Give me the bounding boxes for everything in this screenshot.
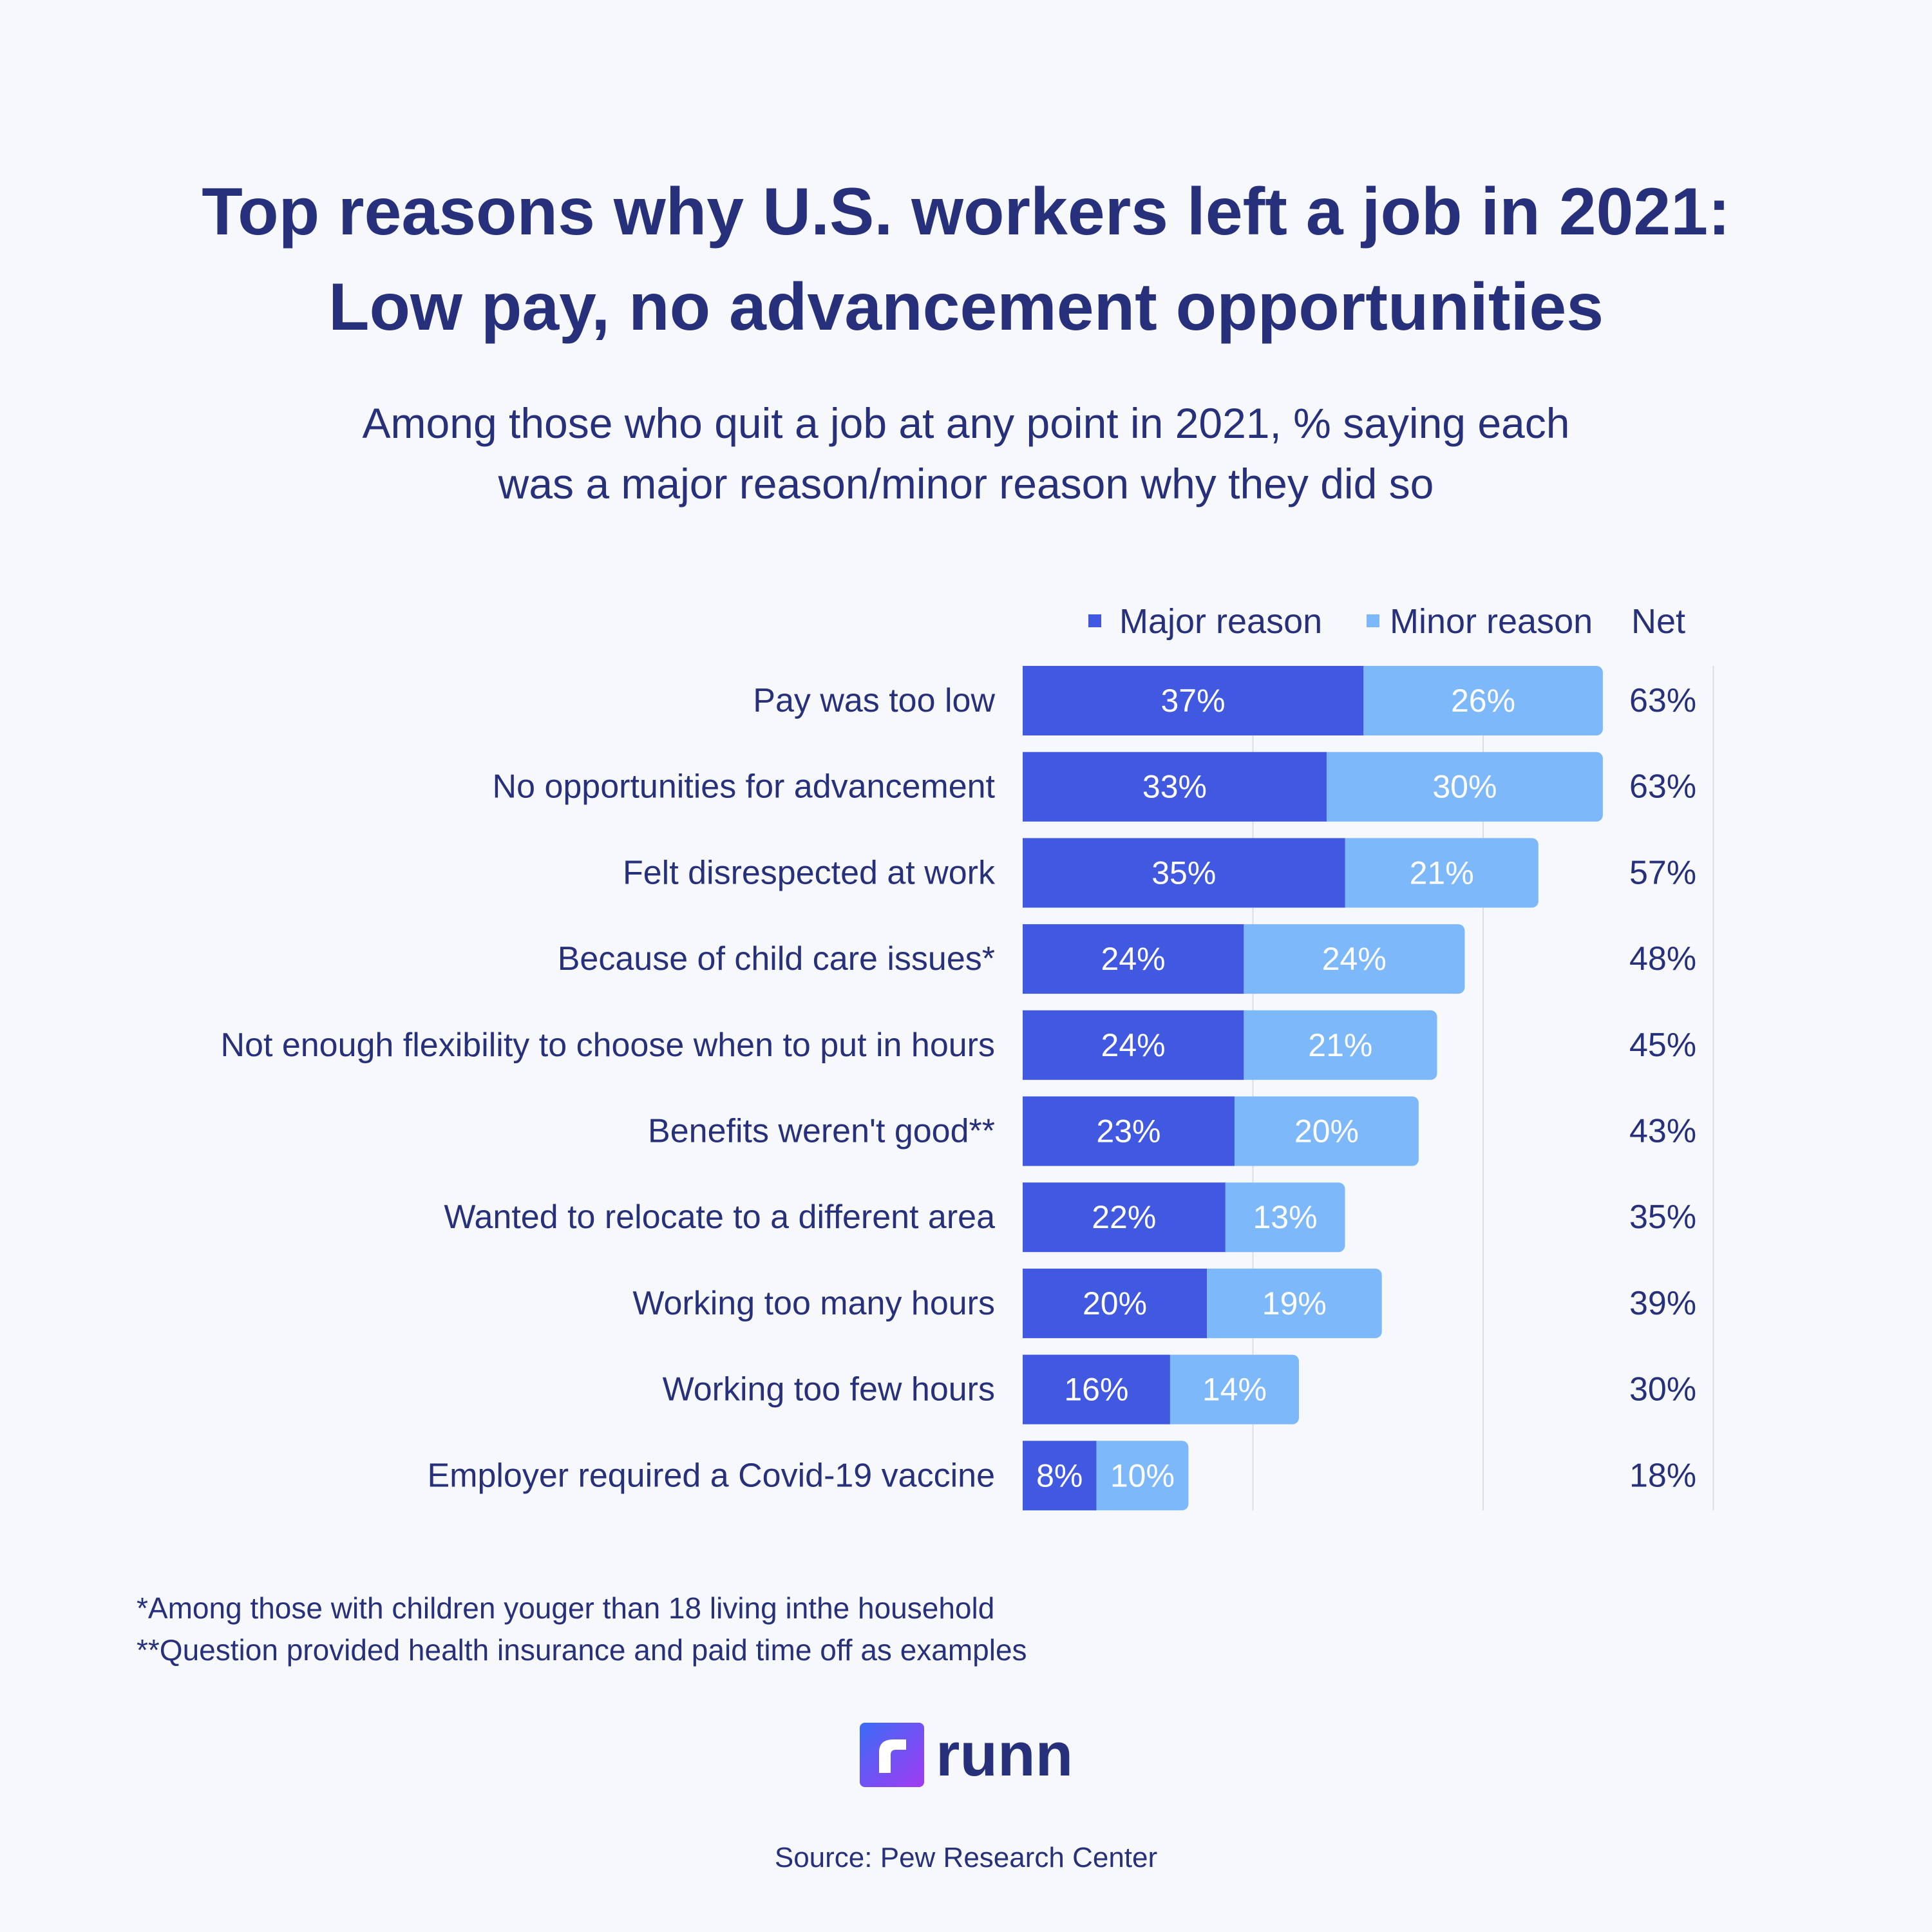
legend-major-swatch [1088, 614, 1101, 627]
net-value: 30% [1629, 1371, 1696, 1408]
data-label-minor: 10% [1110, 1457, 1175, 1493]
category-label: Because of child care issues* [558, 940, 995, 978]
net-value: 39% [1629, 1285, 1696, 1322]
net-value: 43% [1629, 1113, 1696, 1150]
logo-text: runn [936, 1720, 1074, 1789]
data-label-major: 24% [1101, 1027, 1166, 1063]
bar-minor [1320, 752, 1603, 822]
legend-major-label: Major reason [1119, 602, 1323, 641]
title-line-2: Low pay, no advancement opportunities [328, 270, 1604, 345]
net-value: 48% [1629, 940, 1696, 978]
category-label: Felt disrespected at work [623, 854, 996, 891]
category-label: Not enough flexibility to choose when to… [220, 1027, 995, 1064]
bar-minor [1237, 924, 1465, 994]
category-label: Pay was too low [753, 682, 995, 719]
data-label-minor: 21% [1308, 1027, 1372, 1063]
runn-logo-icon [860, 1723, 924, 1787]
subtitle-line-2: was a major reason/minor reason why they… [498, 460, 1434, 507]
bar-major [1023, 1268, 1207, 1338]
bar-major [1023, 752, 1327, 822]
net-value: 18% [1629, 1457, 1696, 1494]
bar-minor [1163, 1354, 1299, 1425]
title-line-1: Top reasons why U.S. workers left a job … [202, 175, 1730, 249]
subtitle-line-1: Among those who quit a job at any point … [362, 399, 1570, 447]
footnote-2: **Question provided health insurance and… [137, 1633, 1027, 1667]
chart-title: Top reasons why U.S. workers left a job … [0, 164, 1932, 355]
bar-minor [1200, 1268, 1382, 1338]
data-label-minor: 14% [1202, 1372, 1267, 1408]
bar-minor [1090, 1441, 1189, 1511]
category-label: No opportunities for advancement [493, 768, 996, 806]
bar-major [1023, 1010, 1244, 1080]
data-label-minor: 30% [1432, 769, 1497, 805]
net-value: 63% [1629, 682, 1696, 719]
category-label: Working too many hours [632, 1285, 995, 1322]
legend-minor-label: Minor reason [1390, 602, 1593, 641]
data-label-major: 8% [1036, 1457, 1083, 1493]
bar-minor [1218, 1182, 1345, 1253]
bar-minor [1338, 838, 1539, 908]
bar-major [1023, 924, 1244, 994]
category-label: Benefits weren't good** [648, 1113, 995, 1150]
bar-minor [1237, 1010, 1437, 1080]
data-label-minor: 21% [1410, 855, 1474, 891]
legend-minor-swatch [1367, 614, 1379, 627]
category-label: Wanted to relocate to a different area [444, 1198, 995, 1236]
data-label-major: 22% [1092, 1199, 1156, 1235]
data-label-major: 16% [1064, 1372, 1128, 1408]
data-label-major: 37% [1161, 683, 1226, 719]
bar-minor [1227, 1096, 1419, 1166]
data-label-minor: 20% [1294, 1113, 1359, 1150]
category-label: Working too few hours [663, 1371, 995, 1408]
legend-net-label: Net [1631, 602, 1686, 641]
net-value: 35% [1629, 1198, 1696, 1236]
data-label-minor: 13% [1253, 1199, 1318, 1235]
data-label-major: 33% [1142, 769, 1207, 805]
category-label: Employer required a Covid-19 vaccine [427, 1457, 995, 1494]
bar-major [1023, 838, 1345, 908]
footnote-1: *Among those with children youger than 1… [137, 1591, 995, 1625]
source-note: Source: Pew Research Center [774, 1842, 1158, 1873]
data-label-minor: 26% [1451, 683, 1515, 719]
data-label-major: 23% [1096, 1113, 1160, 1150]
data-label-major: 24% [1101, 941, 1166, 977]
chart-subtitle: Among those who quit a job at any point … [0, 393, 1932, 514]
data-label-minor: 24% [1322, 941, 1387, 977]
bar-major [1023, 1354, 1170, 1425]
bar-major [1023, 1096, 1235, 1166]
data-label-minor: 19% [1262, 1285, 1327, 1321]
data-label-major: 20% [1083, 1285, 1147, 1321]
net-value: 57% [1629, 854, 1696, 891]
net-value: 63% [1629, 768, 1696, 806]
bar-minor [1357, 666, 1603, 735]
data-label-major: 35% [1151, 855, 1216, 891]
bar-major [1023, 1441, 1097, 1511]
bar-major [1023, 1182, 1226, 1253]
bar-major [1023, 666, 1364, 735]
net-value: 45% [1629, 1027, 1696, 1064]
